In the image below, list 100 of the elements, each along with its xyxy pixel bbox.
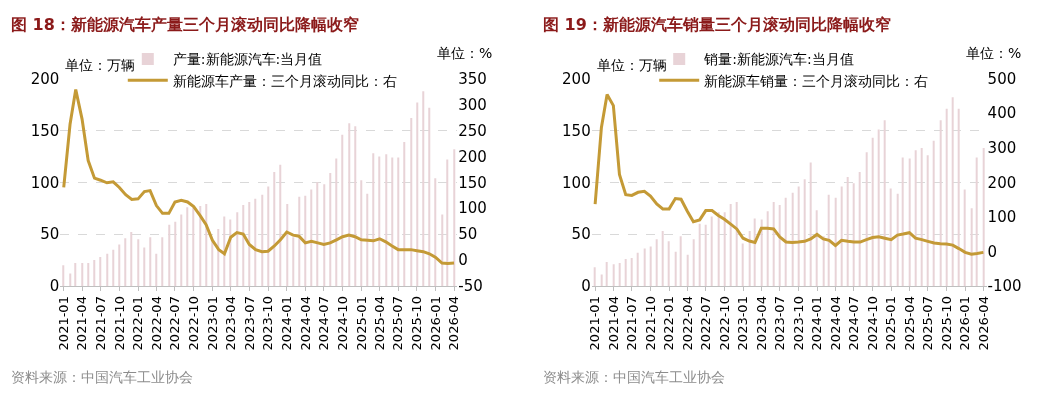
x-tick-label: 2026-04: [975, 296, 991, 351]
bar: [267, 186, 270, 286]
bar: [217, 228, 220, 286]
bar: [335, 158, 338, 286]
bar: [304, 195, 307, 286]
x-tick-label: 2021-01: [55, 296, 71, 351]
bar: [199, 206, 202, 286]
bar: [372, 153, 375, 286]
bar: [661, 230, 664, 286]
bar: [772, 201, 775, 286]
bar: [674, 251, 677, 286]
bar: [704, 224, 707, 286]
bar: [963, 189, 966, 286]
bar: [717, 212, 720, 286]
bar: [766, 211, 769, 286]
y2-axis-title: 单位：%: [966, 45, 1022, 61]
bar: [360, 180, 363, 286]
bar: [155, 253, 158, 286]
bar: [797, 186, 800, 286]
bar: [636, 252, 639, 286]
bar: [211, 241, 214, 286]
bar: [441, 214, 444, 286]
bar: [852, 183, 855, 286]
bar: [741, 243, 744, 286]
bar: [446, 159, 449, 286]
bar: [87, 263, 90, 286]
bar: [784, 197, 787, 286]
bar: [422, 91, 425, 286]
x-tick-label: 2021-04: [74, 296, 90, 351]
x-tick-label: 2025-10: [409, 296, 425, 351]
bar: [137, 239, 140, 286]
bar: [453, 149, 456, 286]
legend-label: 产量:新能源汽车:当月值: [172, 51, 323, 68]
y-tick-label: 0: [49, 277, 60, 296]
bar: [809, 162, 812, 286]
bar: [391, 157, 394, 286]
chart-title: 图 19：新能源汽车销量三个月滚动同比降幅收窄: [543, 15, 891, 34]
x-tick-label: 2024-07: [316, 296, 332, 351]
text: 资料来源：中国汽车工业协会: [11, 369, 193, 385]
bar: [778, 205, 781, 286]
x-tick-label: 2024-10: [864, 296, 880, 351]
x-tick-label: 2025-01: [883, 296, 899, 351]
x-tick-label: 2021-07: [624, 296, 640, 351]
y2-tick-label: 250: [458, 121, 487, 140]
bar: [81, 263, 84, 286]
bar: [815, 210, 818, 286]
bar: [723, 212, 726, 286]
bar: [106, 253, 109, 286]
bar: [624, 258, 627, 286]
bar: [416, 102, 419, 286]
bar: [877, 129, 880, 286]
bar: [692, 239, 695, 286]
chart-title: 图 18：新能源汽车产量三个月滚动同比降幅收窄: [11, 15, 359, 34]
bar: [710, 216, 713, 286]
bar: [698, 223, 701, 286]
x-tick-label: 2026-04: [446, 296, 462, 351]
bar: [223, 216, 226, 286]
bar: [341, 134, 344, 286]
y2-tick-label: 100: [987, 208, 1017, 227]
bar: [679, 236, 682, 286]
x-tick-label: 2023-01: [204, 296, 220, 351]
bar: [428, 107, 431, 286]
x-tick-label: 2022-04: [148, 296, 164, 351]
bar: [803, 179, 806, 286]
bar: [403, 141, 406, 286]
y2-tick-label: 300: [458, 95, 487, 114]
bar: [945, 108, 948, 286]
bar: [348, 123, 351, 286]
x-tick-label: 2022-07: [697, 296, 713, 351]
bar: [951, 97, 954, 286]
y2-tick-label: 150: [458, 173, 487, 192]
x-tick-label: 2025-01: [353, 296, 369, 351]
bar: [655, 239, 658, 286]
y-tick-label: 200: [562, 69, 591, 88]
bar: [366, 193, 369, 286]
bar: [316, 182, 319, 286]
bar: [667, 241, 670, 286]
x-tick-label: 2022-01: [130, 296, 146, 351]
x-tick-label: 2023-04: [222, 296, 238, 351]
bar: [186, 207, 189, 286]
bar: [434, 178, 437, 286]
y-tick-label: 100: [30, 173, 60, 192]
bar: [378, 156, 381, 286]
text: 资料来源：中国汽车工业协会: [543, 369, 725, 385]
bar: [279, 164, 282, 286]
bar: [760, 219, 763, 286]
x-tick-label: 2023-07: [241, 296, 257, 351]
bar: [385, 154, 388, 286]
x-tick-label: 2023-07: [771, 296, 787, 351]
x-tick-label: 2024-10: [334, 296, 350, 351]
bar: [161, 237, 164, 286]
bar: [901, 157, 904, 286]
legend-label: 销量:新能源汽车:当月值: [703, 51, 854, 68]
y-tick-label: 150: [30, 121, 60, 140]
bar: [822, 236, 825, 286]
x-tick-label: 2025-04: [901, 296, 917, 351]
x-tick-label: 2021-10: [642, 296, 658, 351]
y-tick-label: 150: [562, 121, 591, 140]
y-tick-label: 200: [30, 69, 60, 88]
x-tick-label: 2025-04: [371, 296, 387, 351]
